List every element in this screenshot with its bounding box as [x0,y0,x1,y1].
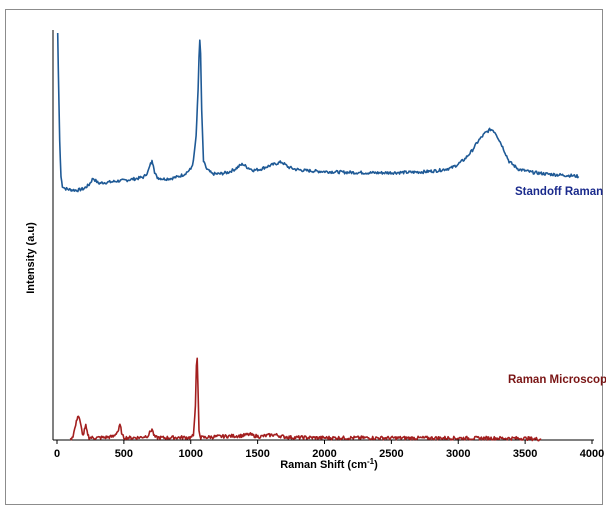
x-tick-label: 1000 [179,448,203,460]
y-axis-title: Intensity (a.u) [25,222,37,294]
chart-frame [5,9,603,505]
x-axis-title-main: Raman Shift (cm [280,459,367,471]
x-axis-title-close: ) [374,459,378,471]
x-tick-label: 4000 [580,448,604,460]
series-label-raman-microscopy: Raman Microscopy [508,374,606,386]
x-ticks: 0 500 1000 1500 2000 2500 3000 3500 4000 [54,440,604,460]
x-tick-label: 2500 [379,448,403,460]
x-axis-title-superscript: -1 [367,457,375,466]
x-tick-label: 1500 [245,448,269,460]
x-tick-label: 3000 [446,448,470,460]
axes [52,30,594,441]
series-label-standoff-raman: Standoff Raman [515,186,603,198]
series-labels: Standoff Raman Raman Microscopy [508,186,606,386]
x-tick-label: 2000 [312,448,336,460]
x-tick-label: 500 [115,448,133,460]
x-axis-title: Raman Shift (cm-1) [280,457,378,471]
x-tick-label: 0 [54,448,60,460]
series-line-standoff-raman [56,32,580,193]
series-line-raman-microscopy [69,357,542,442]
x-tick-label: 3500 [513,448,537,460]
series-layer [56,32,580,442]
